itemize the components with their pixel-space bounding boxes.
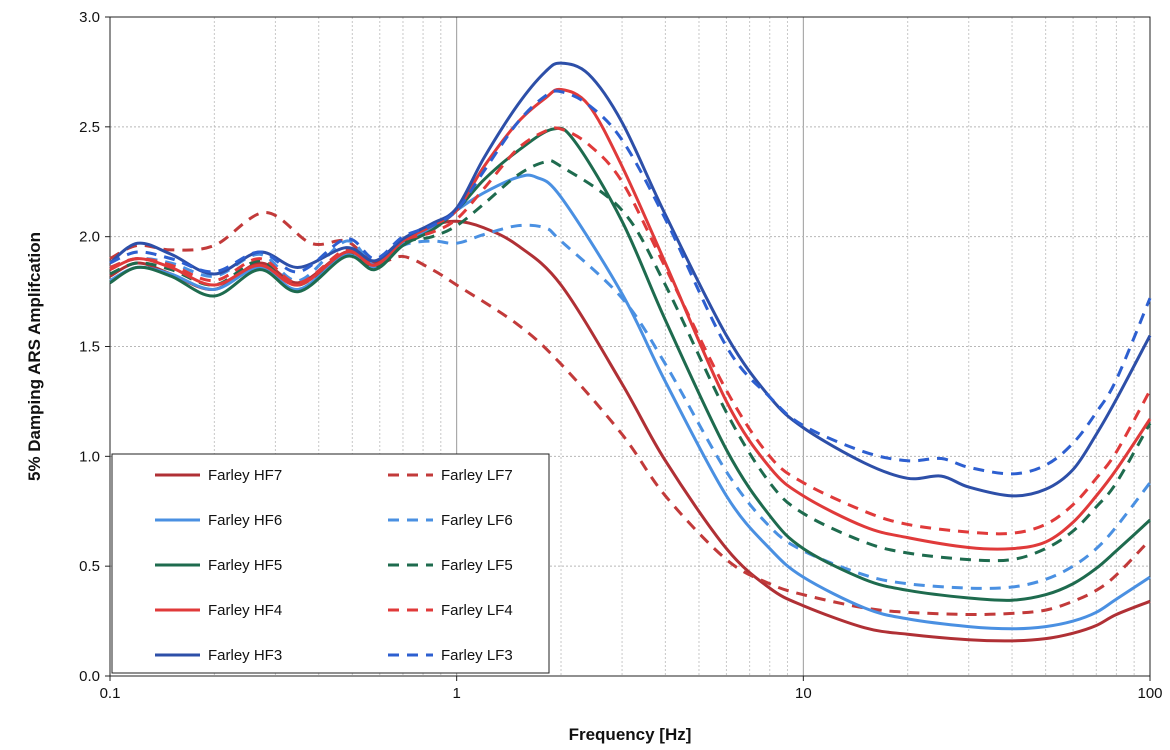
- x-axis-title: Frequency [Hz]: [569, 725, 692, 744]
- x-tick-label: 1: [452, 685, 460, 702]
- y-tick-label: 3.0: [79, 9, 100, 26]
- x-tick-label: 10: [795, 685, 812, 702]
- legend-label-farley-lf3: Farley LF3: [441, 647, 513, 664]
- series-line-farley-hf3: [109, 61, 1152, 498]
- y-tick-label: 2.5: [79, 119, 100, 136]
- legend-label-farley-lf4: Farley LF4: [441, 602, 513, 619]
- legend-label-farley-hf7: Farley HF7: [208, 467, 282, 484]
- legend-label-farley-hf5: Farley HF5: [208, 557, 282, 574]
- legend-label-farley-hf4: Farley HF4: [208, 602, 282, 619]
- legend-label-farley-hf3: Farley HF3: [208, 647, 282, 664]
- series-line-farley-lf4: [109, 126, 1152, 536]
- legend-label-farley-lf5: Farley LF5: [441, 557, 513, 574]
- y-tick-label: 1.5: [79, 339, 100, 356]
- y-tick-label: 1.0: [79, 448, 100, 465]
- y-axis-title: 5% Damping ARS Amplifcation: [25, 232, 44, 481]
- series-line-farley-hf5: [109, 126, 1152, 602]
- axis-ticks: 0.1 1 10 100 0.0 0.5 1.0 1.5 2.0 2.5 3.0: [79, 9, 1162, 702]
- series-line-farley-lf5: [109, 159, 1152, 563]
- series-line-farley-hf4: [109, 87, 1152, 551]
- legend: Farley HF7 Farley HF6 Farley HF5 Farley HF4…: [111, 453, 550, 674]
- y-tick-label: 0.5: [79, 558, 100, 575]
- series-layer: [109, 61, 1152, 643]
- legend-label-farley-lf6: Farley LF6: [441, 512, 513, 529]
- x-tick-label: 100: [1137, 685, 1162, 702]
- y-tick-label: 0.0: [79, 668, 100, 685]
- legend-label-farley-hf6: Farley HF6: [208, 512, 282, 529]
- series-line-farley-lf7: [109, 210, 1152, 617]
- series-line-farley-hf6: [109, 173, 1151, 631]
- legend-label-farley-lf7: Farley LF7: [441, 467, 513, 484]
- x-tick-label: 0.1: [100, 685, 121, 702]
- y-tick-label: 2.0: [79, 229, 100, 246]
- series-line-farley-lf6: [109, 223, 1152, 590]
- series-line-farley-lf3: [109, 89, 1152, 476]
